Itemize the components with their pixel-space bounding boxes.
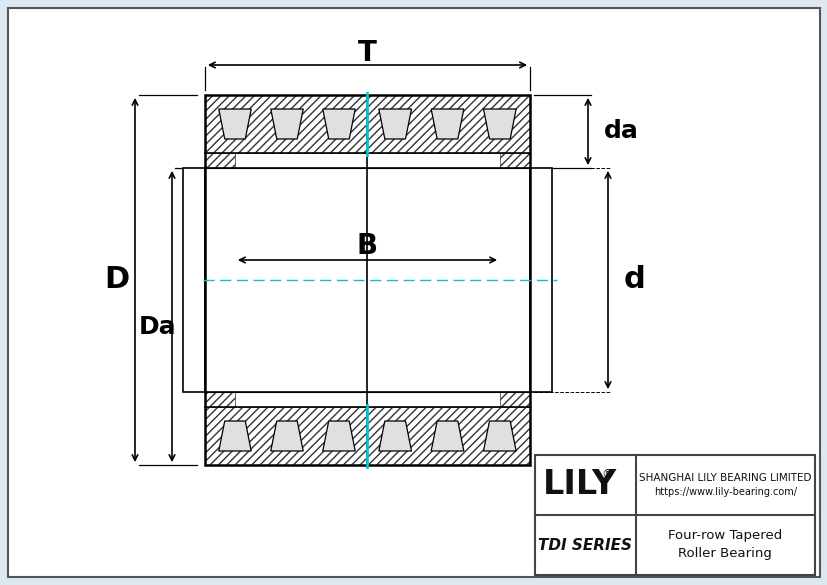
Text: LILY: LILY xyxy=(543,469,617,501)
Text: T: T xyxy=(357,39,376,67)
Polygon shape xyxy=(379,109,411,139)
Polygon shape xyxy=(205,392,235,407)
Polygon shape xyxy=(483,421,515,451)
Polygon shape xyxy=(218,109,251,139)
Polygon shape xyxy=(218,421,251,451)
Text: ®: ® xyxy=(600,469,613,481)
Text: TDI SERIES: TDI SERIES xyxy=(538,538,632,552)
Polygon shape xyxy=(500,153,529,168)
Polygon shape xyxy=(323,421,355,451)
Polygon shape xyxy=(270,421,303,451)
Text: D: D xyxy=(104,266,130,294)
Polygon shape xyxy=(500,392,529,407)
Bar xyxy=(205,168,529,392)
Polygon shape xyxy=(205,95,366,153)
Polygon shape xyxy=(323,109,355,139)
Bar xyxy=(205,95,529,465)
Polygon shape xyxy=(205,407,366,465)
Text: d: d xyxy=(624,266,645,294)
Text: https://www.lily-bearing.com/: https://www.lily-bearing.com/ xyxy=(653,487,796,497)
Text: Four-row Tapered
Roller Bearing: Four-row Tapered Roller Bearing xyxy=(667,529,782,560)
Polygon shape xyxy=(431,109,463,139)
Polygon shape xyxy=(366,95,529,153)
Bar xyxy=(183,168,205,392)
Polygon shape xyxy=(379,421,411,451)
Text: SHANGHAI LILY BEARING LIMITED: SHANGHAI LILY BEARING LIMITED xyxy=(638,473,810,483)
Polygon shape xyxy=(366,407,529,465)
Bar xyxy=(534,455,814,575)
Text: B: B xyxy=(356,232,378,260)
Polygon shape xyxy=(483,109,515,139)
Polygon shape xyxy=(205,153,235,168)
Bar xyxy=(529,168,552,392)
Text: Da: Da xyxy=(139,315,177,339)
Polygon shape xyxy=(431,421,463,451)
Text: da: da xyxy=(603,119,638,143)
Polygon shape xyxy=(270,109,303,139)
